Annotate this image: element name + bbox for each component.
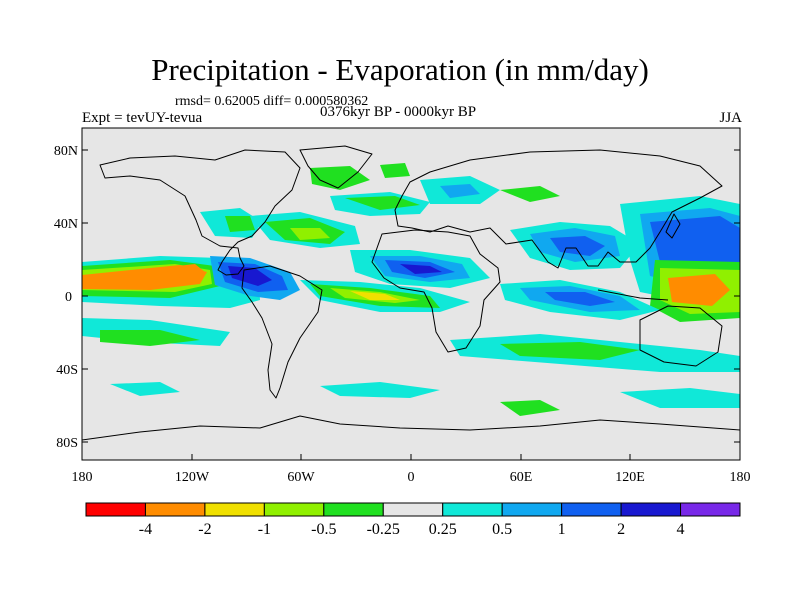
anomaly-region	[160, 264, 205, 280]
colorbar-swatch	[501, 502, 563, 517]
colorbar-swatch	[144, 502, 206, 517]
australia-coast	[639, 305, 723, 367]
colorbar-label: 0.25	[429, 521, 457, 538]
colorbar-swatch	[85, 502, 146, 517]
anomaly-region	[550, 236, 605, 256]
lon-tick-label: 180	[730, 470, 751, 485]
indonesia-coast	[597, 289, 669, 301]
colorbar-label: -4	[139, 521, 152, 538]
colorbar-swatch	[620, 502, 682, 517]
anomaly-region	[545, 292, 615, 306]
lon-tick-label: 60W	[287, 470, 315, 485]
japan-coast	[665, 213, 681, 239]
stats-text: rmsd= 0.62005 diff= 0.000580362	[175, 94, 369, 109]
anomaly-region	[310, 166, 370, 190]
africa-coast	[371, 229, 501, 353]
south-america-coast	[241, 265, 323, 399]
map-plot-area	[82, 128, 740, 460]
lat-tick-label: 80S	[56, 436, 78, 451]
lon-tick-label: 180	[72, 470, 93, 485]
greenland-coast	[299, 145, 373, 189]
colorbar-label: -2	[198, 521, 211, 538]
colorbar-labels: -4 -2 -1 -0.5 -0.25 0.25 0.5 1 2 4	[139, 521, 685, 538]
anomaly-region	[290, 228, 330, 240]
anomaly-region	[668, 274, 730, 306]
colorbar-label: -0.25	[367, 521, 400, 538]
anomaly-region	[650, 216, 740, 270]
colorbar-swatch	[323, 502, 384, 517]
anomaly-region	[380, 163, 410, 178]
anomaly-region	[500, 400, 560, 416]
colorbar-swatch	[680, 502, 741, 517]
lon-tick-label: 120E	[615, 470, 645, 485]
colorbar-swatch	[442, 502, 503, 517]
north-america-coast	[99, 149, 301, 276]
colorbar-swatch	[382, 502, 444, 517]
anomaly-region	[440, 184, 480, 198]
lat-tick-label: 40N	[54, 217, 78, 232]
anomaly-region	[100, 330, 200, 346]
colorbar-label: -0.5	[311, 521, 336, 538]
anomaly-region	[500, 342, 640, 360]
experiment-label: Expt = tevUY-tevua	[82, 110, 203, 126]
colorbar-swatch	[204, 502, 265, 517]
colorbar-label: 0.5	[492, 521, 512, 538]
page-title: Precipitation - Evaporation (in mm/day)	[151, 52, 649, 87]
anomaly-region	[400, 264, 442, 274]
coastlines	[82, 145, 740, 441]
colorbar-label: 2	[617, 521, 625, 538]
anomaly-region	[345, 196, 420, 210]
colorbar-swatch	[561, 502, 622, 517]
colorbar	[85, 502, 741, 517]
anomaly-region	[320, 382, 440, 398]
anomaly-region	[228, 266, 272, 286]
eurasia-coast	[394, 149, 723, 269]
lat-tick-label: 0	[65, 290, 72, 305]
season-label: JJA	[719, 110, 742, 126]
lon-tick-label: 60E	[510, 470, 533, 485]
anomaly-region	[500, 186, 560, 202]
period-label: 0376kyr BP - 0000kyr BP	[320, 104, 477, 120]
anomaly-region	[110, 382, 180, 396]
lat-tick-label: 80N	[54, 144, 78, 159]
lon-tick-label: 0	[408, 470, 415, 485]
anomaly-region	[620, 388, 740, 408]
antarctica-coast	[82, 415, 740, 441]
anomaly-region	[350, 291, 400, 300]
colorbar-swatch	[263, 502, 325, 517]
lon-tick-label: 120W	[175, 470, 210, 485]
lat-tick-label: 40S	[56, 363, 78, 378]
colorbar-label: -1	[258, 521, 271, 538]
anomaly-region	[225, 216, 255, 232]
colorbar-label: 1	[558, 521, 566, 538]
colorbar-label: 4	[677, 521, 685, 538]
